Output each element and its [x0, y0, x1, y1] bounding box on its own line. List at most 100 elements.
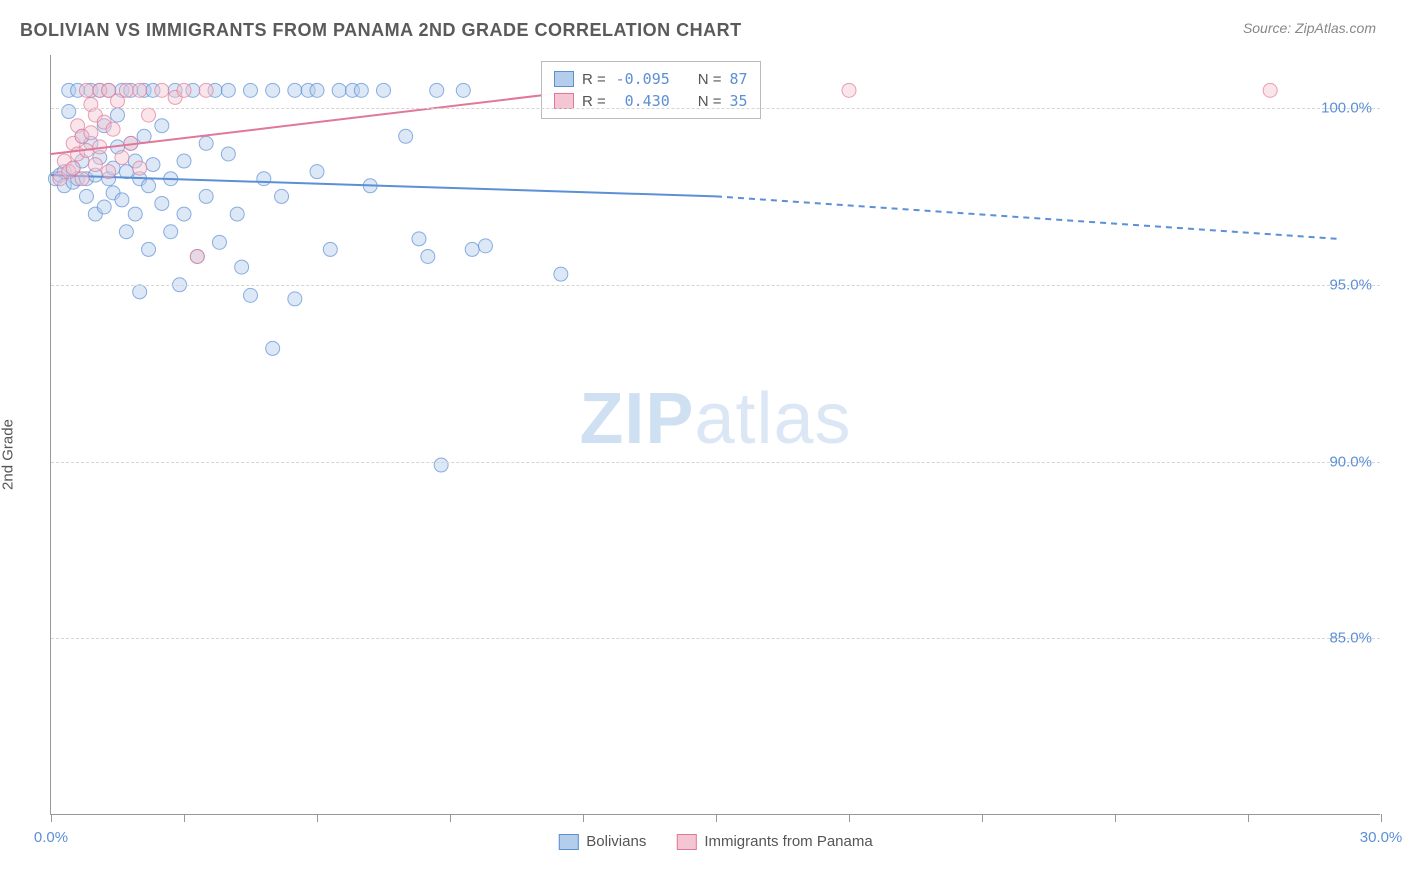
legend-swatch — [558, 834, 578, 850]
data-point — [288, 83, 302, 97]
x-tick — [1381, 814, 1382, 822]
trend-line — [51, 90, 583, 154]
data-point — [79, 189, 93, 203]
x-tick — [849, 814, 850, 822]
legend-label: Bolivians — [586, 833, 646, 850]
data-point — [230, 207, 244, 221]
data-point — [142, 242, 156, 256]
x-tick — [1115, 814, 1116, 822]
legend-item: Bolivians — [558, 833, 646, 850]
data-point — [177, 83, 191, 97]
data-point — [199, 189, 213, 203]
data-point — [133, 285, 147, 299]
data-point — [111, 108, 125, 122]
x-tick — [716, 814, 717, 822]
data-point — [177, 207, 191, 221]
x-tick — [450, 814, 451, 822]
data-point — [266, 83, 280, 97]
data-point — [115, 151, 129, 165]
data-point — [430, 83, 444, 97]
y-axis-label: 2nd Grade — [0, 419, 17, 490]
r-value: -0.095 — [614, 70, 670, 88]
y-tick-label: 85.0% — [1329, 630, 1372, 647]
gridline — [51, 108, 1380, 109]
x-tick — [51, 814, 52, 822]
source-label: Source: ZipAtlas.com — [1243, 20, 1376, 36]
data-point — [142, 179, 156, 193]
data-point — [142, 108, 156, 122]
data-point — [434, 458, 448, 472]
data-point — [221, 147, 235, 161]
data-point — [146, 158, 160, 172]
data-point — [190, 249, 204, 263]
data-point — [244, 83, 258, 97]
data-point — [554, 267, 568, 281]
data-point — [842, 83, 856, 97]
data-point — [79, 83, 93, 97]
data-point — [354, 83, 368, 97]
data-point — [421, 249, 435, 263]
data-point — [102, 165, 116, 179]
x-tick — [184, 814, 185, 822]
data-point — [128, 207, 142, 221]
data-point — [137, 129, 151, 143]
x-tick — [982, 814, 983, 822]
legend-swatch — [554, 71, 574, 87]
data-point — [212, 235, 226, 249]
data-point — [133, 161, 147, 175]
data-point — [1263, 83, 1277, 97]
series-legend: Bolivians Immigrants from Panama — [558, 833, 872, 850]
r-label: R = — [582, 93, 606, 110]
data-point — [155, 83, 169, 97]
legend-swatch — [554, 93, 574, 109]
data-point — [199, 83, 213, 97]
data-point — [310, 83, 324, 97]
data-point — [155, 196, 169, 210]
data-point — [412, 232, 426, 246]
data-point — [177, 154, 191, 168]
data-point — [377, 83, 391, 97]
n-label: N = — [698, 71, 722, 88]
data-point — [84, 126, 98, 140]
x-tick — [1248, 814, 1249, 822]
data-point — [266, 341, 280, 355]
data-point — [115, 193, 129, 207]
trend-line-ext — [716, 196, 1337, 238]
data-point — [164, 225, 178, 239]
x-tick — [317, 814, 318, 822]
y-tick-label: 95.0% — [1329, 276, 1372, 293]
data-point — [257, 172, 271, 186]
gridline — [51, 285, 1380, 286]
data-point — [399, 129, 413, 143]
data-point — [106, 122, 120, 136]
legend-item: Immigrants from Panama — [676, 833, 872, 850]
data-point — [221, 83, 235, 97]
data-point — [478, 239, 492, 253]
data-point — [456, 83, 470, 97]
scatter-plot-svg — [51, 55, 1380, 814]
data-point — [155, 119, 169, 133]
n-label: N = — [698, 93, 722, 110]
x-tick — [583, 814, 584, 822]
page-title: BOLIVIAN VS IMMIGRANTS FROM PANAMA 2ND G… — [20, 20, 742, 41]
data-point — [288, 292, 302, 306]
data-point — [465, 242, 479, 256]
n-value: 87 — [730, 70, 748, 88]
stats-legend-row: R = -0.095 N = 87 — [554, 68, 748, 90]
gridline — [51, 638, 1380, 639]
r-label: R = — [582, 71, 606, 88]
legend-label: Immigrants from Panama — [704, 833, 872, 850]
legend-swatch — [676, 834, 696, 850]
data-point — [119, 83, 133, 97]
data-point — [199, 136, 213, 150]
data-point — [119, 225, 133, 239]
data-point — [88, 158, 102, 172]
data-point — [97, 200, 111, 214]
data-point — [235, 260, 249, 274]
data-point — [75, 172, 89, 186]
data-point — [133, 83, 147, 97]
data-point — [310, 165, 324, 179]
y-tick-label: 100.0% — [1321, 100, 1372, 117]
x-tick-label: 0.0% — [34, 829, 68, 846]
chart-plot-area: ZIPatlas R =-0.095N =87R =0.430N =35 Bol… — [50, 55, 1380, 815]
